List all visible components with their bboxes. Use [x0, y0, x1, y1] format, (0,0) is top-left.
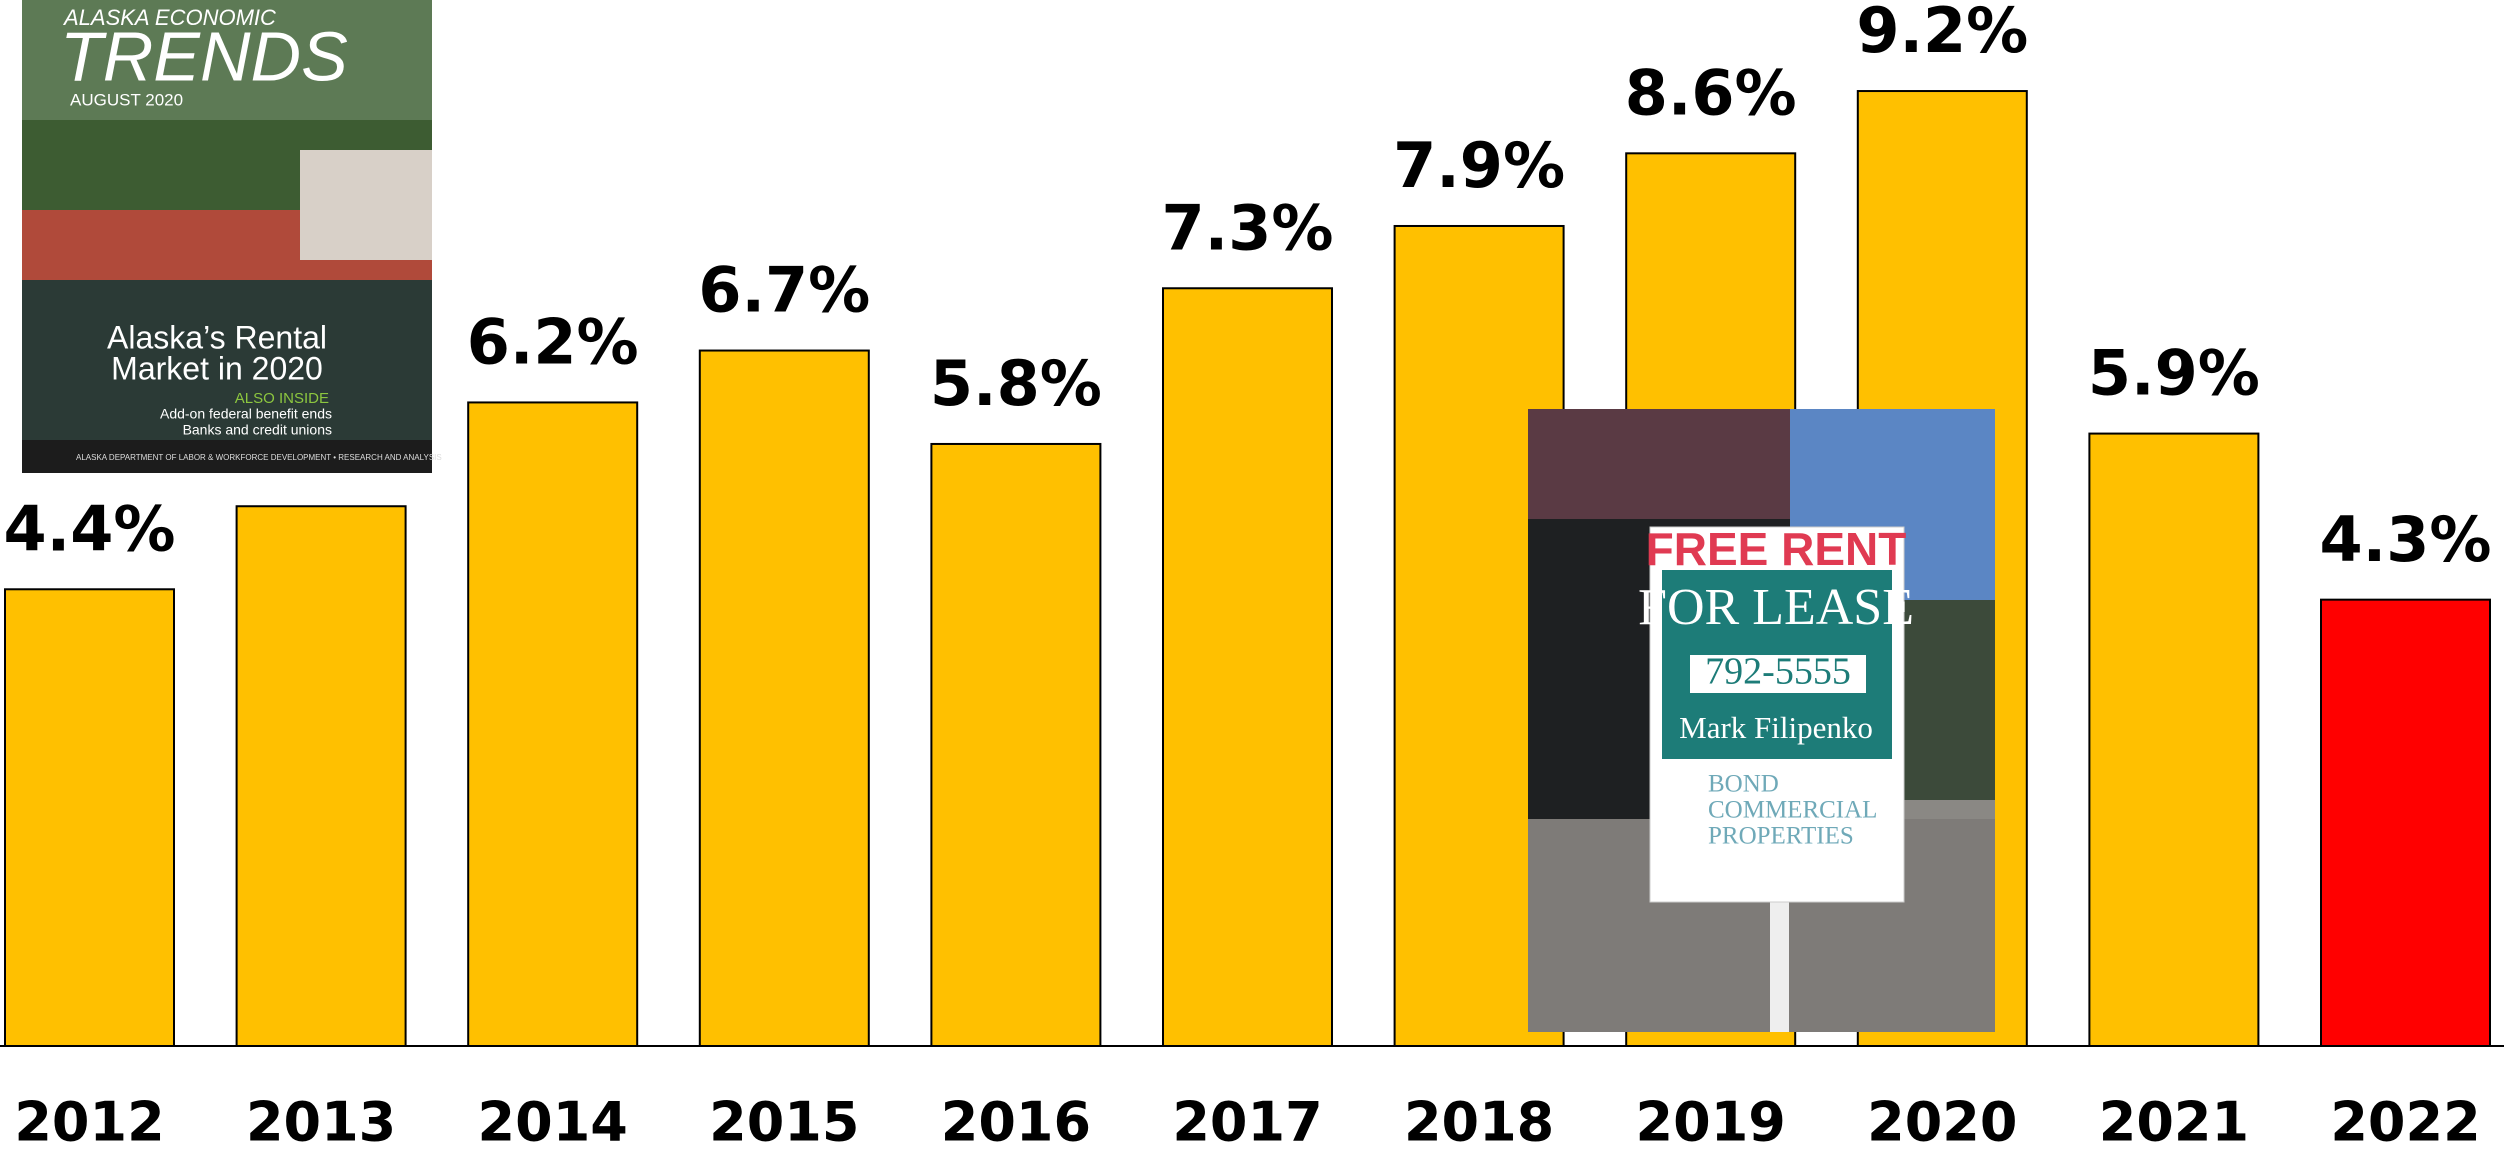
cover-headline: Alaska’s Rental	[107, 319, 327, 355]
bar	[2088, 432, 2260, 1047]
value-label: 5.8%	[930, 347, 1102, 420]
bar	[467, 401, 639, 1047]
x-tick-label: 2012	[14, 1091, 164, 1154]
cover-water	[22, 280, 432, 440]
cover-footer-bar	[22, 440, 432, 473]
bar	[2320, 598, 2491, 1047]
bar	[1162, 287, 1333, 1047]
bar	[4, 588, 175, 1048]
sign-title: FOR LEASE	[1638, 579, 1914, 636]
x-tick-label: 2018	[1404, 1091, 1554, 1154]
value-label: 8.6%	[1625, 56, 1797, 129]
x-tick-label: 2016	[941, 1091, 1091, 1154]
bar	[698, 349, 870, 1048]
x-tick-label: 2022	[2330, 1091, 2480, 1154]
cover-house	[300, 150, 432, 260]
value-label: 4.4%	[4, 492, 176, 565]
sign-banner: FREE RENT	[1646, 523, 1907, 575]
cover-masthead: TRENDS	[60, 17, 348, 95]
x-tick-label: 2019	[1636, 1091, 1786, 1154]
sign-company: PROPERTIES	[1708, 823, 1854, 850]
cover-kicker: ALASKA ECONOMIC	[62, 5, 276, 30]
value-label: 7.9%	[1393, 129, 1565, 202]
x-tick-label: 2021	[2099, 1091, 2249, 1154]
cover-story: Add-on federal benefit ends	[160, 406, 332, 422]
sign-post	[1770, 900, 1789, 1032]
x-tick-label: 2015	[709, 1091, 859, 1154]
bar	[235, 505, 407, 1047]
photo-building	[1528, 409, 1790, 519]
cover-sky	[22, 0, 432, 120]
sign-phone: 792-5555	[1705, 651, 1851, 693]
value-label: 7.3%	[1162, 191, 1334, 264]
cover-issue: AUGUST 2020	[70, 90, 183, 109]
magazine-cover: ALASKA ECONOMIC TRENDS AUGUST 2020 Alask…	[22, 0, 442, 473]
cover-footer: ALASKA DEPARTMENT OF LABOR & WORKFORCE D…	[76, 453, 442, 462]
bar	[930, 442, 1102, 1047]
value-label: 6.7%	[698, 254, 870, 327]
x-tick-label: 2020	[1867, 1091, 2017, 1154]
x-tick-label: 2013	[246, 1091, 396, 1154]
cover-also-inside: ALSO INSIDE	[235, 390, 329, 407]
sign-agent: Mark Filipenko	[1679, 710, 1873, 745]
sign-photo: FREE RENT FOR LEASE 792-5555 Mark Filipe…	[1528, 409, 1995, 1032]
x-tick-label: 2017	[1172, 1091, 1322, 1154]
cover-story: Banks and credit unions	[183, 422, 332, 438]
cover-headline: Market in 2020	[111, 350, 323, 386]
value-label: 4.3%	[2320, 503, 2492, 576]
sign-company: COMMERCIAL	[1708, 797, 1877, 824]
value-label: 9.2%	[1856, 0, 2028, 67]
value-label: 5.9%	[2088, 337, 2260, 410]
sign-phone-box	[1690, 655, 1866, 693]
x-tick-label: 2014	[478, 1091, 628, 1154]
sign-company: BOND	[1708, 771, 1779, 798]
value-label: 6.2%	[467, 306, 639, 379]
